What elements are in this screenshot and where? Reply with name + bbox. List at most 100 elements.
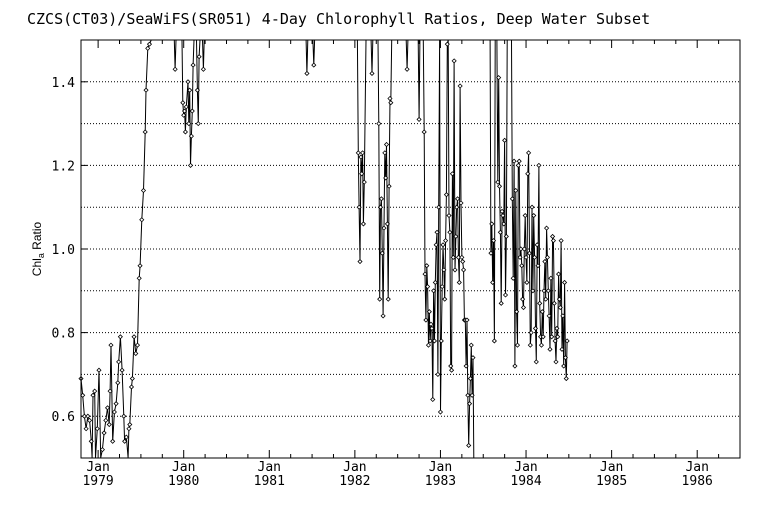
data-point-marker <box>432 279 438 286</box>
data-point-marker <box>520 296 526 302</box>
data-point-marker <box>143 87 149 93</box>
data-point-marker <box>464 317 470 323</box>
data-point-marker <box>552 338 558 344</box>
data-point-marker <box>455 196 461 202</box>
data-point-marker <box>442 296 448 302</box>
data-point-marker <box>376 121 382 127</box>
data-point-marker <box>134 342 141 348</box>
y-tick-label: 0.6 <box>52 410 75 425</box>
data-point-marker <box>501 221 507 227</box>
data-point-marker <box>520 304 527 311</box>
data-point-marker <box>513 187 519 194</box>
data-point-marker <box>460 258 466 265</box>
data-point-marker <box>430 396 436 403</box>
data-point-marker <box>437 409 444 415</box>
data-point-marker <box>107 388 113 394</box>
data-point-marker <box>558 238 564 244</box>
data-point-marker <box>172 66 178 72</box>
data-point-marker <box>453 233 459 240</box>
data-point-marker <box>111 409 117 415</box>
data-point-marker <box>85 413 91 419</box>
data-point-marker <box>386 183 392 189</box>
data-point-marker <box>534 242 540 248</box>
x-tick-year-label: 1984 <box>510 474 541 489</box>
data-point-marker <box>470 355 476 361</box>
y-axis-ticks: 0.6 0.8 1.0 1.2 1.4 <box>52 76 87 425</box>
data-point-marker <box>460 267 467 273</box>
data-point-marker <box>185 79 191 85</box>
data-point-marker <box>387 95 393 102</box>
x-tick-month-label: Jan <box>258 460 281 475</box>
x-tick-month-label: Jan <box>172 460 195 475</box>
data-point-marker <box>195 121 201 127</box>
data-point-marker <box>496 183 503 189</box>
x-tick-year-label: 1979 <box>82 474 113 489</box>
data-point-marker <box>378 196 384 202</box>
data-point-marker <box>456 279 462 286</box>
data-point-marker <box>563 376 569 382</box>
data-point-marker <box>122 438 128 444</box>
data-point-marker <box>123 434 129 440</box>
data-point-marker <box>539 309 545 315</box>
data-point-marker <box>451 58 457 64</box>
data-point-marker <box>546 313 552 319</box>
data-point-marker <box>116 359 122 365</box>
data-point-marker <box>538 342 545 348</box>
x-tick-month-label: Jan <box>514 460 537 475</box>
data-point-marker <box>108 342 114 348</box>
x-tick-month-label: Jan <box>600 460 623 475</box>
data-point-marker <box>510 275 516 281</box>
data-point-marker <box>103 417 109 423</box>
data-point-marker <box>304 70 310 77</box>
data-point-marker <box>113 401 119 407</box>
data-point-marker <box>497 229 503 235</box>
data-point-marker <box>115 380 121 386</box>
data-point-marker <box>436 204 442 210</box>
data-point-marker <box>488 250 494 256</box>
data-point-marker <box>463 363 469 369</box>
y-tick-label: 1.0 <box>52 243 75 258</box>
data-point-marker <box>382 150 388 156</box>
data-point-marker <box>196 54 202 60</box>
data-point-marker <box>537 300 543 306</box>
data-point-marker <box>425 342 432 348</box>
data-point-marker <box>429 325 435 331</box>
data-point-marker <box>128 384 135 390</box>
data-point-marker <box>186 121 192 127</box>
data-point-marker <box>119 367 125 373</box>
data-point-marker <box>416 116 422 122</box>
data-point-marker <box>440 242 446 248</box>
data-point-marker <box>516 158 522 164</box>
data-point-marker <box>129 376 135 382</box>
data-point-marker <box>466 442 472 449</box>
data-point-marker <box>562 355 568 361</box>
data-point-marker <box>551 300 557 306</box>
data-point-marker <box>559 346 565 352</box>
data-point-marker <box>311 62 317 68</box>
data-point-marker <box>182 129 188 135</box>
data-point-marker <box>145 45 151 51</box>
data-point-marker <box>180 100 186 106</box>
data-point-marker <box>530 288 536 294</box>
data-point-marker <box>444 41 450 47</box>
data-point-marker <box>200 66 206 72</box>
data-point-marker <box>455 254 461 260</box>
data-point-marker <box>92 388 98 394</box>
data-point-marker <box>438 338 444 344</box>
y-tick-label: 0.8 <box>52 327 75 342</box>
data-point-marker <box>502 137 508 143</box>
data-point-marker <box>500 212 506 219</box>
data-point-marker <box>121 413 127 419</box>
data-point-marker <box>544 254 551 260</box>
data-point-marker <box>187 162 194 168</box>
data-point-marker <box>131 334 137 340</box>
data-point-marker <box>454 204 460 210</box>
data-point-marker <box>548 275 554 281</box>
data-point-marker <box>512 363 518 369</box>
data-point-marker <box>555 334 561 340</box>
data-point-marker <box>467 376 473 382</box>
data-point-marker <box>498 300 504 306</box>
data-point-marker <box>518 246 524 252</box>
data-point-marker <box>468 342 474 348</box>
